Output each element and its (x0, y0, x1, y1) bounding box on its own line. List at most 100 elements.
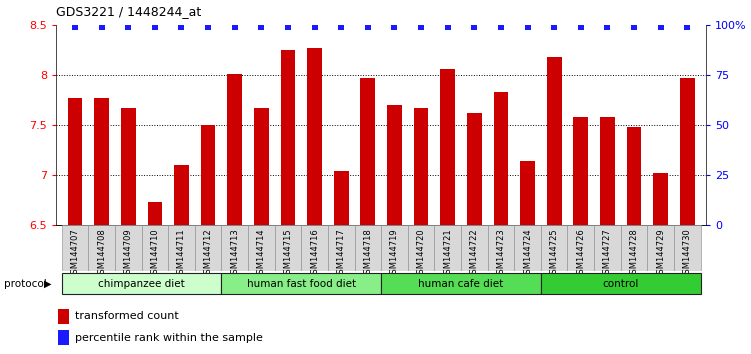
Text: GSM144723: GSM144723 (496, 228, 505, 279)
Point (415, 24, 427, 30)
Text: GSM144729: GSM144729 (656, 228, 665, 279)
Point (69, 24, 81, 30)
Bar (174, 165, 189, 225)
Bar (414, 108, 428, 225)
Text: GSM144713: GSM144713 (231, 228, 240, 279)
Bar (382, 273, 541, 295)
Bar (487, 225, 514, 271)
Text: GSM144712: GSM144712 (204, 228, 213, 279)
Text: GSM144719: GSM144719 (390, 228, 399, 279)
Bar (58, 330, 69, 345)
Text: GSM144726: GSM144726 (576, 228, 585, 279)
Bar (520, 161, 535, 225)
Bar (68, 98, 83, 225)
Bar (228, 74, 242, 225)
Bar (574, 117, 588, 225)
Point (628, 24, 640, 30)
Point (442, 24, 454, 30)
Bar (387, 105, 402, 225)
Point (255, 24, 267, 30)
Point (602, 24, 614, 30)
Point (575, 24, 587, 30)
Text: human fast food diet: human fast food diet (246, 279, 356, 289)
Point (521, 24, 533, 30)
Text: GSM144710: GSM144710 (150, 228, 159, 279)
Point (176, 24, 188, 30)
Bar (382, 225, 408, 271)
Bar (594, 225, 621, 271)
Text: GDS3221 / 1448244_at: GDS3221 / 1448244_at (56, 5, 201, 18)
Bar (467, 113, 481, 225)
Text: GSM144707: GSM144707 (71, 228, 80, 279)
Bar (434, 225, 461, 271)
Bar (301, 225, 328, 271)
Bar (440, 69, 455, 225)
Point (309, 24, 321, 30)
Bar (168, 225, 195, 271)
Bar (254, 108, 269, 225)
Text: percentile rank within the sample: percentile rank within the sample (74, 332, 262, 343)
Point (335, 24, 347, 30)
Bar (141, 225, 168, 271)
Text: chimpanzee diet: chimpanzee diet (98, 279, 185, 289)
Bar (95, 98, 109, 225)
Bar (89, 225, 115, 271)
Point (388, 24, 400, 30)
Bar (222, 273, 382, 295)
Bar (115, 225, 141, 271)
Bar (514, 225, 541, 271)
Text: GSM144728: GSM144728 (629, 228, 638, 279)
Text: GSM144722: GSM144722 (470, 228, 479, 279)
Point (202, 24, 214, 30)
Bar (627, 127, 641, 225)
Point (495, 24, 507, 30)
Text: GSM144730: GSM144730 (683, 228, 692, 279)
Text: protocol: protocol (4, 279, 47, 289)
Text: human cafe diet: human cafe diet (418, 279, 504, 289)
Point (122, 24, 134, 30)
Bar (222, 225, 248, 271)
Bar (201, 125, 216, 225)
Bar (248, 225, 275, 271)
Text: GSM144714: GSM144714 (257, 228, 266, 279)
Bar (568, 225, 594, 271)
Bar (653, 173, 668, 225)
Text: GSM144709: GSM144709 (124, 228, 133, 279)
Text: GSM144715: GSM144715 (283, 228, 292, 279)
Bar (195, 225, 222, 271)
Bar (58, 309, 69, 324)
Bar (328, 225, 354, 271)
Bar (281, 50, 295, 225)
Text: ▶: ▶ (44, 279, 51, 289)
Text: GSM144716: GSM144716 (310, 228, 319, 279)
Bar (334, 171, 348, 225)
Text: GSM144708: GSM144708 (97, 228, 106, 279)
Point (362, 24, 374, 30)
Bar (493, 92, 508, 225)
Bar (461, 225, 487, 271)
Bar (360, 78, 376, 225)
Bar (62, 225, 89, 271)
Point (548, 24, 560, 30)
Point (229, 24, 241, 30)
Bar (307, 48, 322, 225)
Bar (62, 273, 222, 295)
Bar (621, 225, 647, 271)
Text: GSM144724: GSM144724 (523, 228, 532, 279)
Bar (275, 225, 301, 271)
Text: GSM144720: GSM144720 (417, 228, 426, 279)
Point (681, 24, 693, 30)
Bar (147, 202, 162, 225)
Point (149, 24, 161, 30)
Point (655, 24, 667, 30)
Bar (600, 117, 615, 225)
Bar (547, 57, 562, 225)
Point (95, 24, 107, 30)
Text: control: control (602, 279, 639, 289)
Text: GSM144721: GSM144721 (443, 228, 452, 279)
Bar (541, 225, 568, 271)
Point (469, 24, 481, 30)
Point (282, 24, 294, 30)
Bar (647, 225, 674, 271)
Bar (354, 225, 382, 271)
